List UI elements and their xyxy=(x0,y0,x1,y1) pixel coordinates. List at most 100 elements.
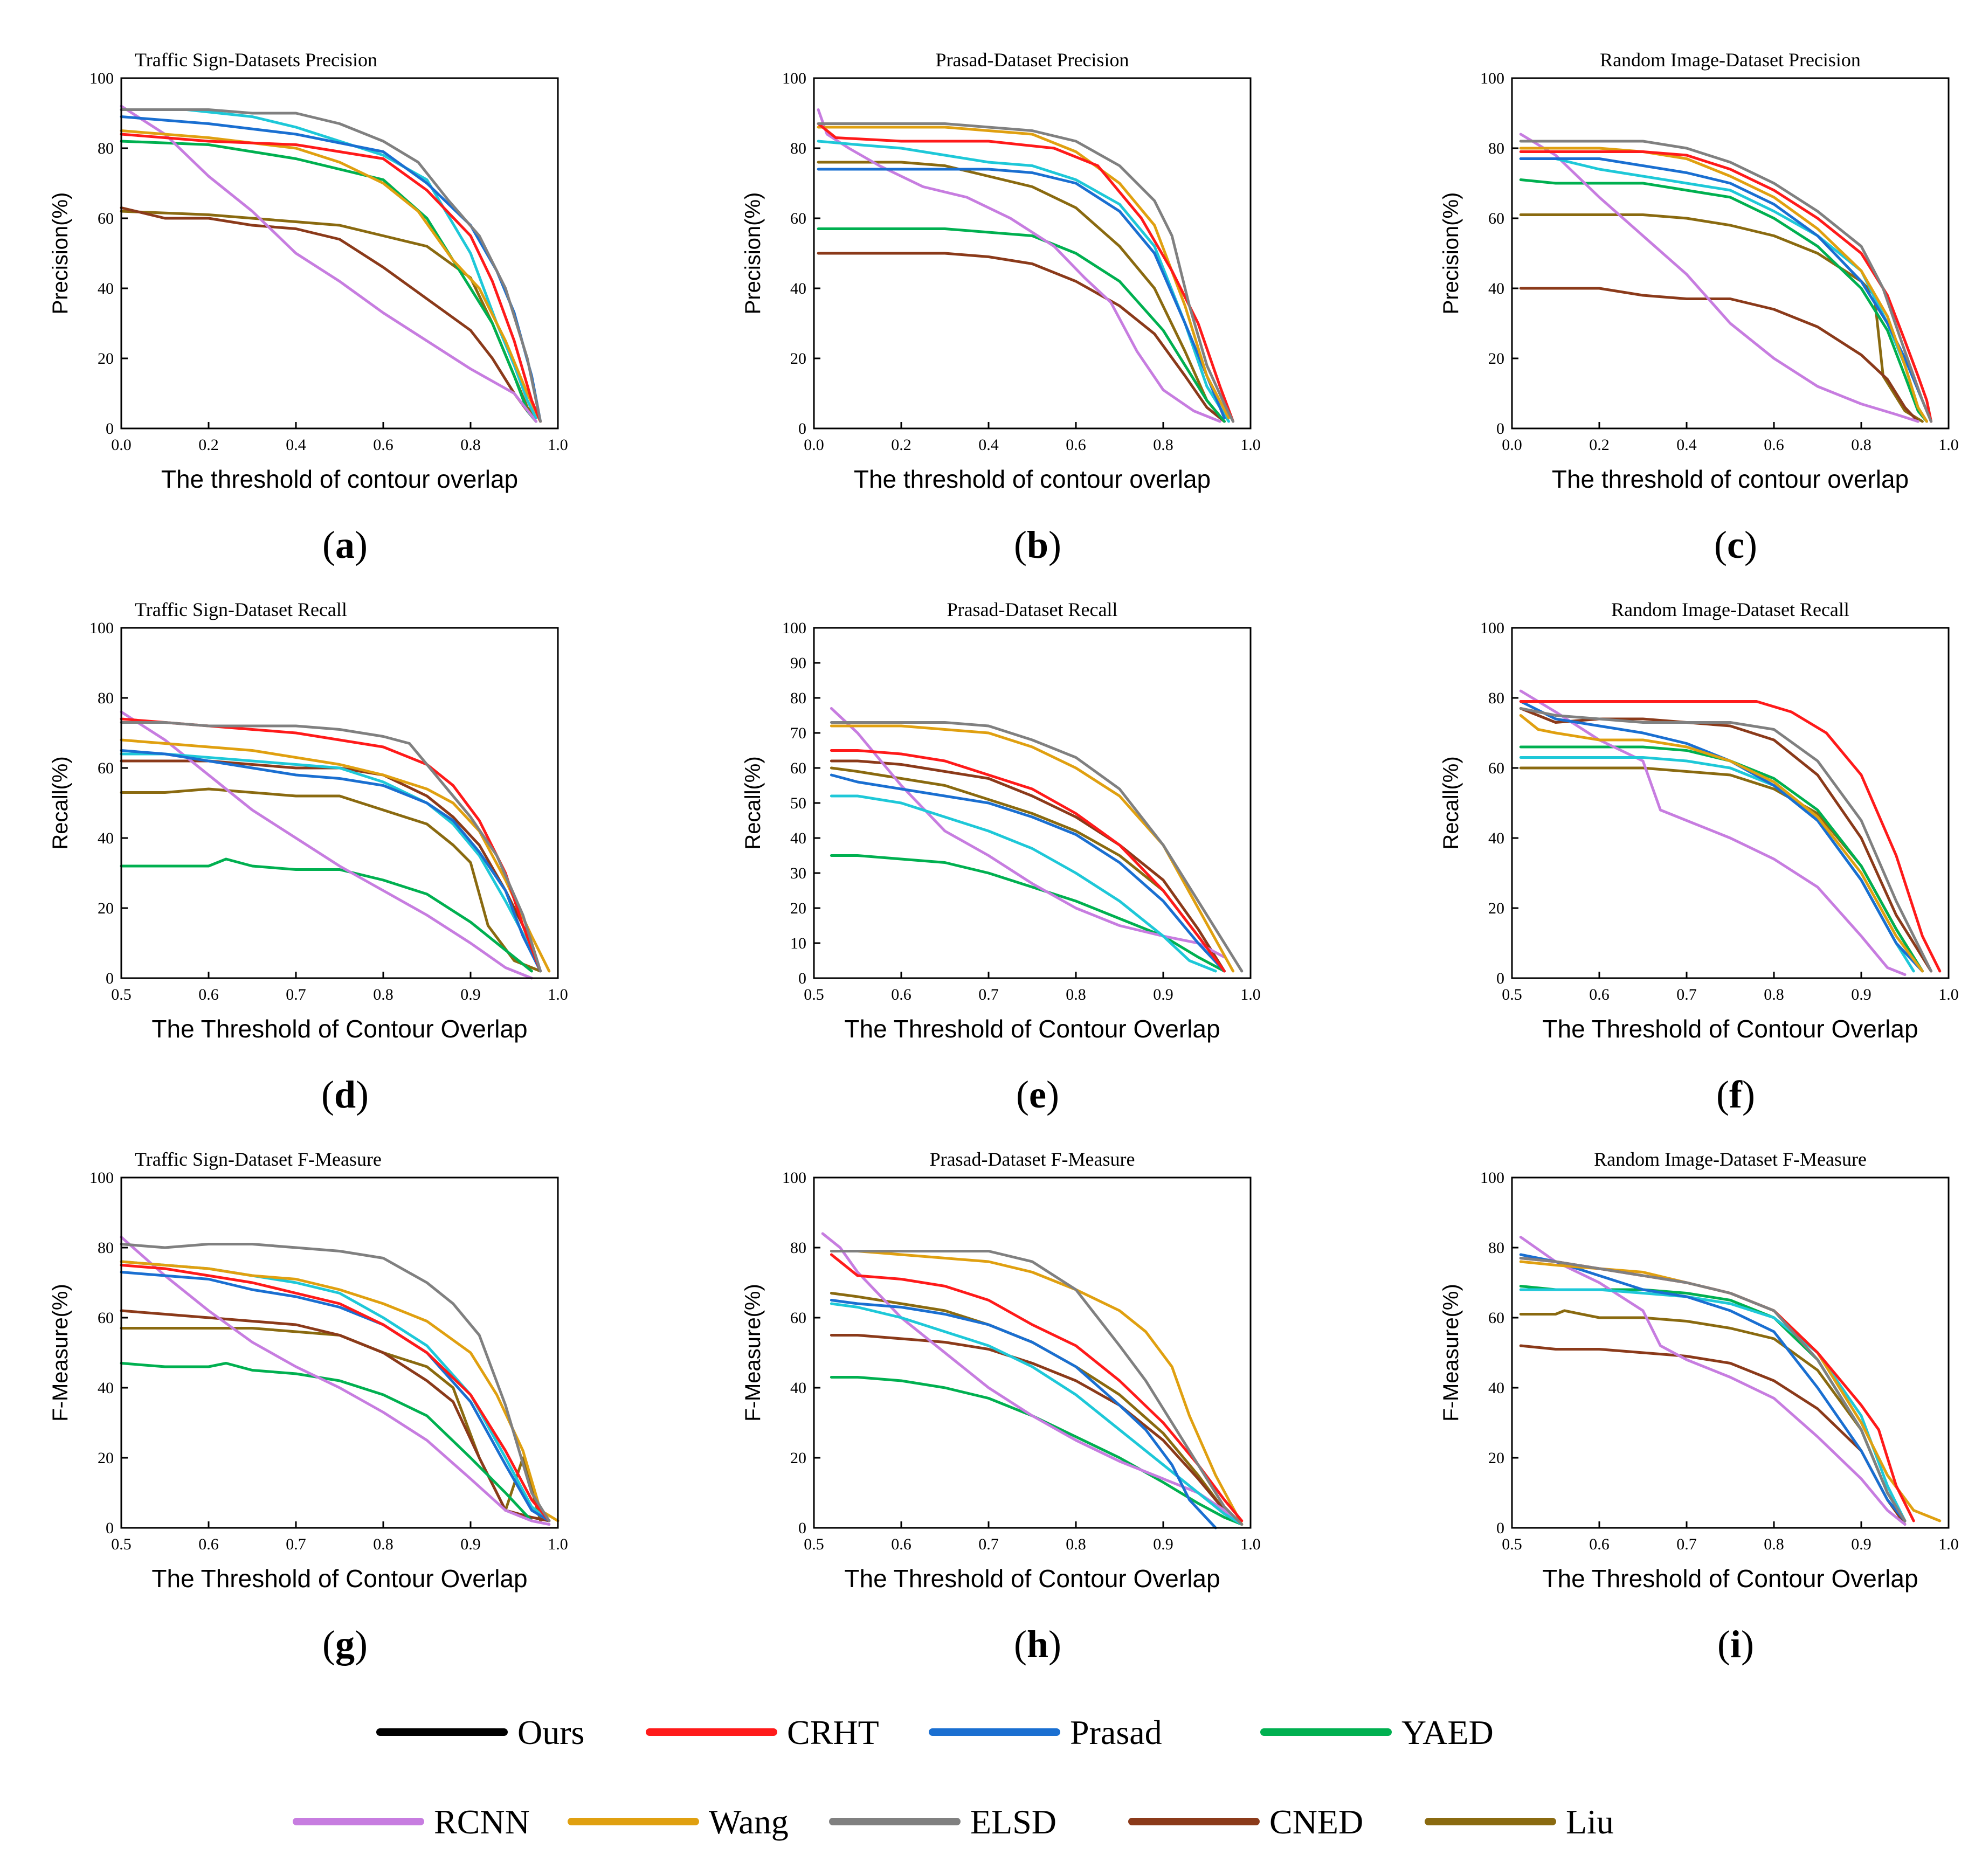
chart-panel-b: Prasad-Dataset Precision 0.0 0.2 0.4 0.6 0.8 1… xyxy=(741,49,1261,566)
chart-title: Traffic Sign-Dataset Recall xyxy=(135,599,347,620)
plot-frame xyxy=(1511,627,1950,979)
x-tick-label: 0.8 xyxy=(1764,986,1784,1003)
x-tick-label: 1.0 xyxy=(548,986,568,1003)
x-tick-label: 1.0 xyxy=(1938,986,1959,1003)
panel-label: (a) xyxy=(322,523,368,566)
series-line-crht xyxy=(817,122,1235,423)
y-tick-label: 100 xyxy=(89,70,114,87)
plot-frame xyxy=(1511,1176,1950,1529)
panel-label: (e) xyxy=(1016,1073,1059,1116)
legend-label: ELSD xyxy=(970,1803,1056,1841)
y-tick-label: 0 xyxy=(798,420,806,438)
series-line-crht xyxy=(1519,150,1933,423)
panel-label: (f) xyxy=(1716,1073,1755,1116)
y-tick-label: 0 xyxy=(1496,420,1504,438)
legend-label: Ours xyxy=(517,1713,584,1752)
x-tick-label: 0.4 xyxy=(1676,436,1697,454)
y-tick-label: 20 xyxy=(1488,1449,1504,1467)
y-tick-label: 40 xyxy=(1488,1379,1504,1397)
x-tick-label: 0.9 xyxy=(1851,1535,1871,1553)
series-line-rcnn xyxy=(120,1236,551,1526)
x-tick-label: 1.0 xyxy=(548,436,568,454)
series-line-rcnn xyxy=(830,707,1226,959)
x-tick-label: 0.2 xyxy=(891,436,911,454)
legend-item-cned: CNED xyxy=(1128,1803,1363,1841)
legend-item-yaed: YAED xyxy=(1260,1713,1494,1752)
x-tick-label: 0.6 xyxy=(1589,1535,1610,1553)
y-tick-label: 60 xyxy=(790,1309,806,1327)
series-line-elsd xyxy=(1519,1257,1907,1522)
x-tick-label: 0.6 xyxy=(198,1535,219,1553)
series-line-liu xyxy=(1519,1309,1907,1522)
series-line-prasad xyxy=(817,168,1226,419)
panel-label: (i) xyxy=(1717,1623,1754,1666)
plot-frame xyxy=(813,1176,1252,1529)
y-tick-label: 80 xyxy=(1488,140,1504,157)
y-tick-label: 100 xyxy=(1480,70,1504,87)
x-tick-label: 0.8 xyxy=(1851,436,1871,454)
series-line-elsd xyxy=(830,721,1244,973)
y-tick-label: 80 xyxy=(98,689,114,707)
x-tick-label: 0.7 xyxy=(978,986,999,1003)
legend-label: Prasad xyxy=(1070,1713,1162,1752)
y-tick-label: 20 xyxy=(98,899,114,917)
series-line-prasad xyxy=(830,1299,1217,1529)
y-tick-label: 60 xyxy=(1488,759,1504,777)
x-axis-label: The Threshold of Contour Overlap xyxy=(151,1015,527,1043)
y-tick-label: 20 xyxy=(1488,350,1504,368)
series-line-elsd xyxy=(120,108,542,423)
y-tick-label: 20 xyxy=(790,899,806,917)
chart-panel-a: Traffic Sign-Datasets Precision 0.0 0.2 0.4… xyxy=(49,49,568,566)
y-tick-label: 100 xyxy=(89,1169,114,1187)
y-axis-label: Precision(%) xyxy=(49,192,72,315)
chart-title: Random Image-Dataset F-Measure xyxy=(1594,1148,1867,1170)
series-line-elsd xyxy=(817,122,1235,423)
y-tick-label: 100 xyxy=(1480,1169,1504,1187)
y-tick-label: 30 xyxy=(790,864,806,882)
x-tick-label: 0.6 xyxy=(198,986,219,1003)
legend-item-rcnn: RCNN xyxy=(293,1803,530,1841)
y-tick-label: 20 xyxy=(790,1449,806,1467)
y-tick-label: 40 xyxy=(1488,280,1504,297)
y-tick-label: 60 xyxy=(98,1309,114,1327)
series-line-prasad xyxy=(120,749,542,973)
x-tick-label: 0.7 xyxy=(1676,1535,1697,1553)
x-tick-label: 0.7 xyxy=(978,1535,999,1553)
legend-label: Wang xyxy=(709,1803,789,1841)
y-tick-label: 20 xyxy=(98,1449,114,1467)
series-line-wang xyxy=(1519,147,1928,423)
x-tick-label: 0.5 xyxy=(804,986,824,1003)
x-axis-label: The threshold of contour overlap xyxy=(161,465,518,493)
y-tick-label: 40 xyxy=(790,1379,806,1397)
x-tick-label: 0.8 xyxy=(373,1535,393,1553)
x-axis-label: The Threshold of Contour Overlap xyxy=(844,1015,1220,1043)
legend-item-wang: Wang xyxy=(568,1803,789,1841)
x-tick-label: 0.6 xyxy=(1589,986,1610,1003)
series-line-cyan xyxy=(830,794,1217,973)
series-line-elsd xyxy=(120,1243,551,1522)
y-tick-label: 60 xyxy=(98,759,114,777)
y-axis-label: Recall(%) xyxy=(49,756,72,849)
x-tick-label: 0.8 xyxy=(1066,1535,1086,1553)
x-axis-label: The Threshold of Contour Overlap xyxy=(1542,1565,1918,1593)
series-line-rcnn xyxy=(120,710,533,980)
y-tick-label: 40 xyxy=(1488,829,1504,847)
series-line-yaed xyxy=(120,1362,533,1522)
x-tick-label: 0.6 xyxy=(373,436,393,454)
panel-label: (b) xyxy=(1014,523,1061,566)
series-line-rcnn xyxy=(120,105,537,423)
x-tick-label: 1.0 xyxy=(548,1535,568,1553)
x-axis-label: The Threshold of Contour Overlap xyxy=(844,1565,1220,1593)
legend-item-elsd: ELSD xyxy=(829,1803,1056,1841)
y-tick-label: 60 xyxy=(98,210,114,227)
series-line-cyan xyxy=(120,752,542,973)
y-tick-label: 0 xyxy=(106,420,114,438)
y-tick-label: 40 xyxy=(790,829,806,847)
series-line-prasad xyxy=(1519,1253,1907,1522)
series-line-crht xyxy=(1519,700,1942,973)
x-tick-label: 0.9 xyxy=(460,1535,481,1553)
x-tick-label: 0.8 xyxy=(460,436,481,454)
x-tick-label: 0.6 xyxy=(1764,436,1784,454)
chart-title: Traffic Sign-Datasets Precision xyxy=(135,49,377,71)
y-axis-label: F-Measure(%) xyxy=(741,1284,765,1422)
